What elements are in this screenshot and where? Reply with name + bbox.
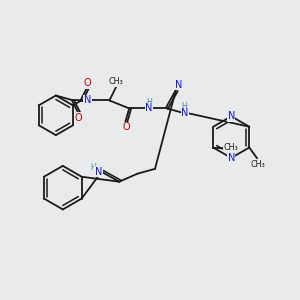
Text: O: O [122,122,130,132]
Text: N: N [145,103,153,113]
Text: N: N [228,111,235,121]
Text: H: H [146,98,152,107]
Text: O: O [83,78,91,88]
Text: H: H [182,102,188,111]
Text: CH₃: CH₃ [109,77,124,86]
Text: CH₃: CH₃ [251,160,266,169]
Text: CH₃: CH₃ [224,143,239,152]
Text: N: N [84,95,91,106]
Text: N: N [95,167,102,177]
Text: H: H [91,163,97,172]
Text: O: O [75,113,82,123]
Text: N: N [228,153,235,163]
Text: N: N [181,108,188,118]
Text: N: N [175,80,182,90]
